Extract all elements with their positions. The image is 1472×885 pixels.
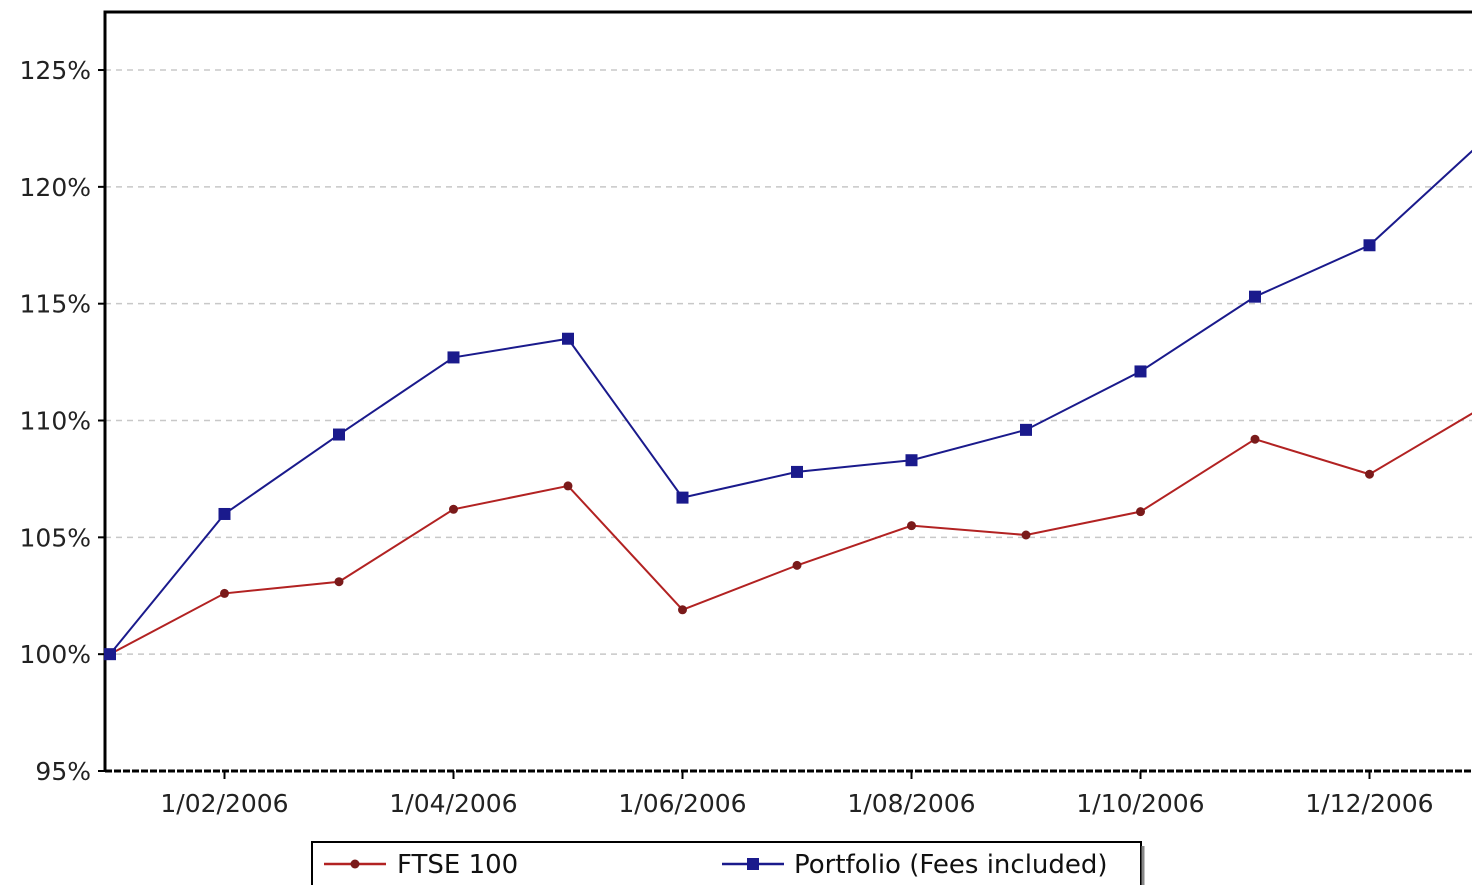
data-point	[334, 577, 344, 587]
data-point	[1136, 507, 1145, 517]
data-point	[563, 481, 573, 491]
data-point	[220, 588, 229, 598]
data-point	[562, 332, 574, 345]
data-point	[1249, 290, 1261, 303]
data-point	[333, 428, 345, 441]
x-tick-label: 1/06/2006	[618, 789, 746, 818]
data-point	[678, 605, 687, 615]
x-tick-label: 1/08/2006	[847, 789, 975, 818]
data-point	[1134, 365, 1147, 378]
y-tick-label: 115%	[20, 290, 91, 319]
legend-label: Portfolio (Fees included)	[794, 850, 1108, 880]
legend: FTSE 100 Portfolio (Fees included)	[311, 841, 1145, 885]
legend-label: FTSE 100	[397, 850, 518, 880]
data-point	[1021, 530, 1031, 540]
data-point	[1250, 434, 1260, 444]
x-tick-label: 1/10/2006	[1076, 789, 1204, 818]
data-point	[791, 465, 803, 478]
data-point	[218, 507, 231, 520]
data-point	[792, 560, 802, 570]
series-group	[104, 149, 1472, 661]
data-point	[676, 491, 689, 504]
data-point	[907, 521, 916, 531]
grid-lines	[105, 69, 1472, 655]
data-point	[905, 454, 918, 467]
legend-swatch-marker	[747, 858, 759, 870]
data-point	[447, 351, 460, 364]
data-point	[1365, 469, 1374, 479]
axes	[98, 10, 1472, 779]
data-point	[449, 504, 458, 514]
y-tick-label: 110%	[20, 407, 91, 436]
y-tick-label: 120%	[20, 173, 91, 202]
y-tick-label: 125%	[20, 56, 91, 85]
series-line-ftse-100	[109, 412, 1472, 656]
x-tick-label: 1/02/2006	[160, 789, 288, 818]
data-point	[1020, 423, 1032, 436]
data-point	[104, 648, 116, 661]
y-tick-label: 100%	[20, 640, 91, 669]
y-tick-label: 105%	[20, 523, 91, 552]
series-line-portfolio	[109, 149, 1472, 655]
x-tick-label: 1/12/2006	[1305, 789, 1433, 818]
x-tick-labels: 1/02/2006 1/04/2006 1/06/2006 1/08/2006 1/10…	[160, 789, 1433, 818]
data-point	[1363, 239, 1376, 252]
plot-frame	[103, 10, 1472, 771]
y-tick-labels: 95% 100% 105% 110% 115% 120% 125%	[20, 56, 91, 786]
legend-swatch-marker	[350, 859, 360, 869]
x-tick-label: 1/04/2006	[389, 789, 517, 818]
y-tick-label: 95%	[35, 757, 91, 786]
